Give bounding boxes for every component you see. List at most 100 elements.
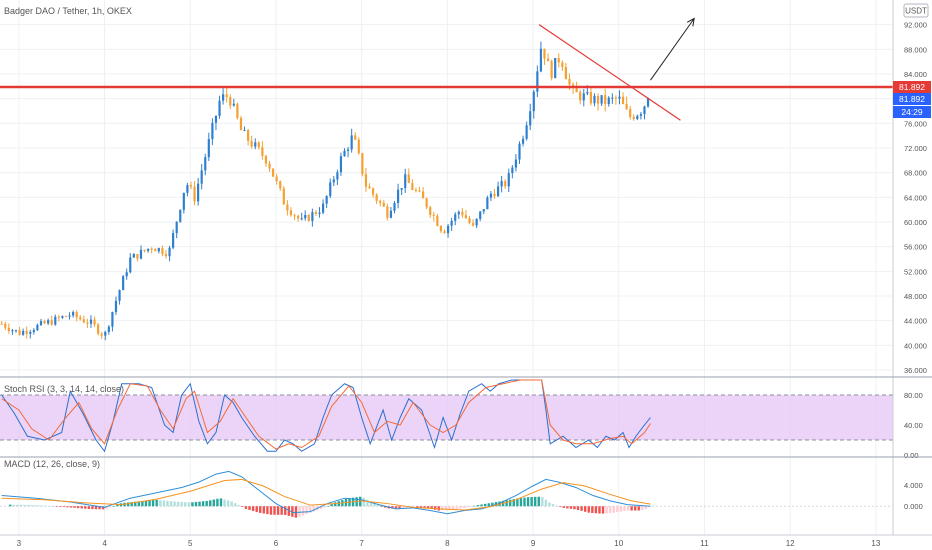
stoch-rsi-tick-label: 80.00 <box>904 391 923 400</box>
candle-body <box>525 125 528 139</box>
macd-histogram-bar <box>251 506 255 512</box>
macd-histogram-bar <box>109 506 112 508</box>
macd-histogram-bar <box>573 506 576 510</box>
candle-body <box>211 122 214 140</box>
candle-body <box>111 312 114 327</box>
candle-body <box>264 155 268 164</box>
macd-histogram-bar <box>48 506 51 507</box>
y-tick-label: 56.000 <box>904 243 927 252</box>
candle-body <box>611 97 614 99</box>
y-tick-label: 44.000 <box>904 317 927 326</box>
candle-body <box>268 163 271 169</box>
macd-tick-label: 0.000 <box>904 502 923 511</box>
macd-histogram-bar <box>644 506 648 510</box>
candle-body <box>336 172 339 180</box>
candle-body <box>536 71 539 92</box>
macd-histogram-bar <box>551 504 555 507</box>
macd-histogram-bar <box>9 504 12 507</box>
macd-histogram-bar <box>476 505 480 507</box>
macd-histogram-bar <box>19 504 23 507</box>
candle-body <box>564 66 568 80</box>
candle-body <box>204 157 207 171</box>
macd-histogram-bar <box>237 505 241 507</box>
stoch-rsi-title: Stoch RSI (3, 3, 14, 14, close) <box>4 384 124 394</box>
candle-body <box>382 202 385 207</box>
candle-body <box>350 135 353 150</box>
y-tick-label: 48.000 <box>904 292 927 301</box>
candle-body <box>568 79 571 85</box>
macd-histogram-bar <box>512 499 515 507</box>
macd-histogram-bar <box>69 506 73 508</box>
candle-body <box>261 147 264 156</box>
candle-body <box>375 194 378 201</box>
candle-body <box>600 95 603 104</box>
candle-body <box>57 316 60 318</box>
macd-histogram-bar <box>326 505 330 507</box>
candle-body <box>325 196 328 204</box>
macd-histogram-bar <box>562 506 565 508</box>
candle-body <box>296 215 300 219</box>
macd-histogram-bar <box>612 506 615 513</box>
macd-histogram-bar <box>230 501 233 507</box>
candle-body <box>457 211 460 215</box>
candle-body <box>343 150 346 157</box>
x-tick-label: 7 <box>359 539 364 548</box>
macd-histogram-bar <box>141 501 144 507</box>
macd-histogram-bar <box>151 500 155 507</box>
candle-body <box>314 212 318 214</box>
candle-body <box>418 190 421 192</box>
y-tick-label: 52.000 <box>904 267 927 276</box>
macd-histogram-bar <box>455 506 458 510</box>
candle-body <box>0 323 3 325</box>
candle-body <box>521 138 525 144</box>
macd-histogram-bar <box>212 499 216 507</box>
macd-histogram-bar <box>616 506 619 513</box>
x-tick-label: 10 <box>614 539 623 548</box>
candle-body <box>82 319 85 323</box>
candle-body <box>379 200 382 203</box>
breakout-arrow-head <box>686 17 695 27</box>
macd-histogram-bar <box>558 506 562 507</box>
macd-histogram-bar <box>405 506 408 509</box>
candle-body <box>161 248 164 255</box>
macd-histogram-bar <box>144 500 148 507</box>
macd-histogram-bar <box>191 502 194 507</box>
macd-histogram-bar <box>373 503 376 507</box>
macd-histogram-bar <box>148 500 151 507</box>
macd-histogram-bar <box>526 497 530 507</box>
candle-body <box>607 97 610 105</box>
x-tick-label: 11 <box>700 539 709 548</box>
candle-body <box>275 176 278 182</box>
stoch-rsi-tick-label: 40.00 <box>904 421 923 430</box>
candle-body <box>329 182 332 197</box>
candle-body <box>618 96 621 99</box>
candle-body <box>318 212 321 214</box>
currency-badge[interactable]: USDT <box>903 3 929 18</box>
macd-histogram-bar <box>198 501 201 507</box>
macd-histogram-bar <box>569 506 573 509</box>
candle-body <box>371 188 375 195</box>
macd-histogram-bar <box>366 499 369 507</box>
macd-histogram-bar <box>12 504 16 507</box>
candle-body <box>364 174 368 187</box>
candle-body <box>122 276 125 291</box>
candle-body <box>307 215 310 221</box>
candle-body <box>579 92 582 101</box>
candle-body <box>396 189 400 203</box>
macd-histogram-bar <box>105 506 108 509</box>
candle-body <box>518 143 521 160</box>
candle-body <box>507 173 510 187</box>
candle-body <box>218 100 221 116</box>
candle-body <box>489 193 493 198</box>
candle-body <box>254 142 257 147</box>
candle-body <box>589 92 593 104</box>
y-tick-label: 60.000 <box>904 218 927 227</box>
macd-histogram-bar <box>159 500 162 507</box>
candle-body <box>236 103 239 119</box>
macd-histogram-bar <box>519 498 523 507</box>
candle-body <box>450 220 453 226</box>
candle-body <box>461 211 464 216</box>
macd-histogram-bar <box>587 506 590 513</box>
macd-histogram-bar <box>605 506 608 514</box>
